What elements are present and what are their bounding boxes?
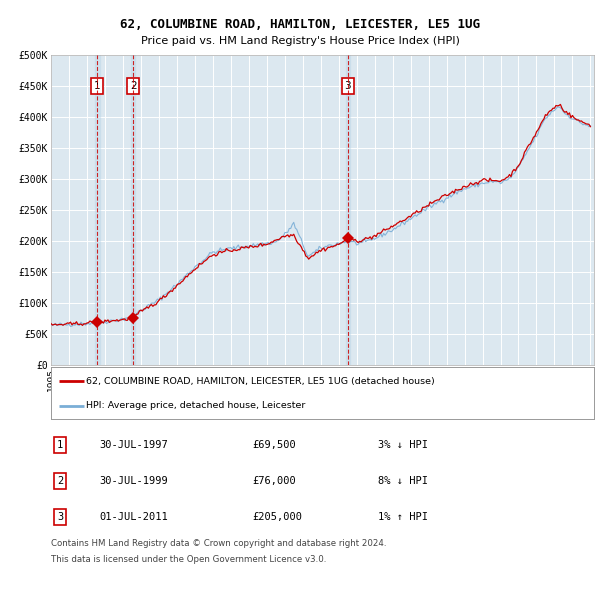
Text: 1% ↑ HPI: 1% ↑ HPI <box>378 512 428 522</box>
Text: 8% ↓ HPI: 8% ↓ HPI <box>378 476 428 486</box>
Text: £69,500: £69,500 <box>252 440 296 450</box>
Text: £205,000: £205,000 <box>252 512 302 522</box>
Text: 2: 2 <box>130 81 137 91</box>
Text: 1: 1 <box>57 440 63 450</box>
Text: 3% ↓ HPI: 3% ↓ HPI <box>378 440 428 450</box>
Text: 30-JUL-1999: 30-JUL-1999 <box>99 476 168 486</box>
Text: HPI: Average price, detached house, Leicester: HPI: Average price, detached house, Leic… <box>86 402 305 411</box>
Text: 62, COLUMBINE ROAD, HAMILTON, LEICESTER, LE5 1UG (detached house): 62, COLUMBINE ROAD, HAMILTON, LEICESTER,… <box>86 376 435 385</box>
Text: 30-JUL-1997: 30-JUL-1997 <box>99 440 168 450</box>
Text: Price paid vs. HM Land Registry's House Price Index (HPI): Price paid vs. HM Land Registry's House … <box>140 36 460 46</box>
Text: 2: 2 <box>57 476 63 486</box>
Text: £76,000: £76,000 <box>252 476 296 486</box>
Bar <box>95 55 100 365</box>
Bar <box>346 55 350 365</box>
Text: 3: 3 <box>57 512 63 522</box>
Text: Contains HM Land Registry data © Crown copyright and database right 2024.: Contains HM Land Registry data © Crown c… <box>51 539 386 548</box>
Text: This data is licensed under the Open Government Licence v3.0.: This data is licensed under the Open Gov… <box>51 555 326 564</box>
Text: 62, COLUMBINE ROAD, HAMILTON, LEICESTER, LE5 1UG: 62, COLUMBINE ROAD, HAMILTON, LEICESTER,… <box>120 18 480 31</box>
Text: 01-JUL-2011: 01-JUL-2011 <box>99 512 168 522</box>
Bar <box>131 55 136 365</box>
Text: 3: 3 <box>344 81 351 91</box>
Text: 1: 1 <box>94 81 101 91</box>
